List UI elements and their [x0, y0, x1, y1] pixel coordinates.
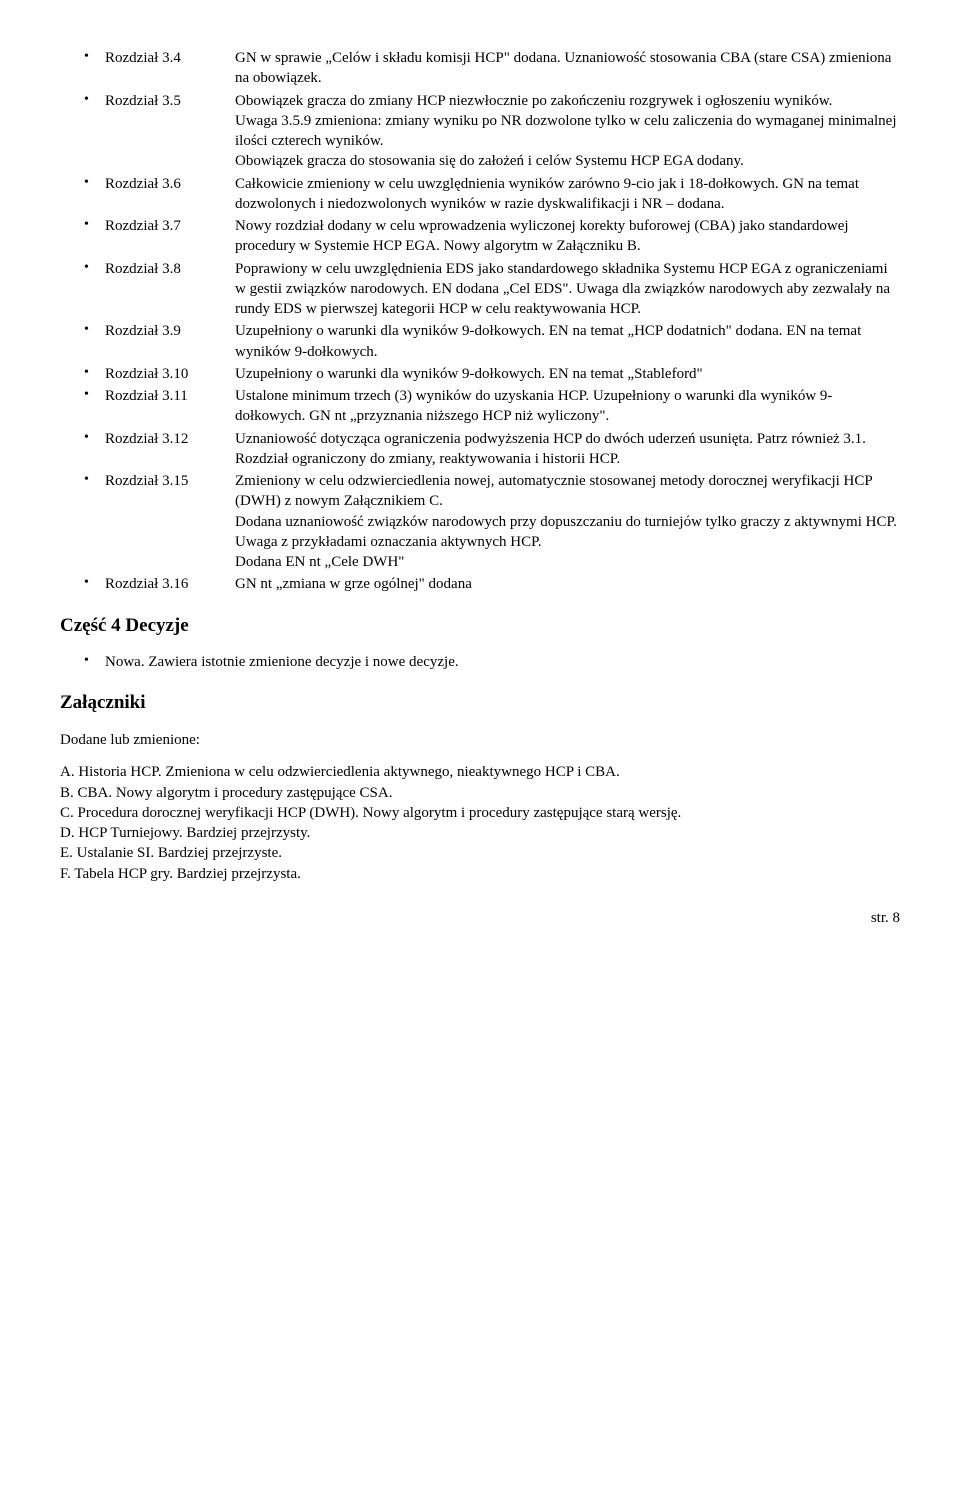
rozdzial-label: Rozdział 3.16 [105, 574, 235, 594]
list-item: Rozdział 3.10Uzupełniony o warunki dla w… [60, 364, 900, 384]
list-item: Rozdział 3.5Obowiązek gracza do zmiany H… [60, 91, 900, 172]
rozdzial-label: Rozdział 3.10 [105, 364, 235, 384]
list-item: Rozdział 3.6Całkowicie zmieniony w celu … [60, 174, 900, 215]
list-item: A. Historia HCP. Zmieniona w celu odzwie… [60, 762, 900, 782]
attachments-list: A. Historia HCP. Zmieniona w celu odzwie… [60, 762, 900, 884]
rozdzial-text: Uzupełniony o warunki dla wyników 9-dołk… [235, 364, 900, 384]
attachments-intro: Dodane lub zmienione: [60, 730, 900, 750]
rozdzial-text: Zmieniony w celu odzwierciedlenia nowej,… [235, 471, 900, 572]
rozdzial-text: GN nt „zmiana w grze ogólnej" dodana [235, 574, 900, 594]
list-item: E. Ustalanie SI. Bardziej przejrzyste. [60, 843, 900, 863]
rozdzial-text: Uznaniowość dotycząca ograniczenia podwy… [235, 429, 900, 470]
section-4-heading: Część 4 Decyzje [60, 613, 900, 639]
section-4-list: Nowa. Zawiera istotnie zmienione decyzje… [60, 652, 900, 672]
list-item: D. HCP Turniejowy. Bardziej przejrzysty. [60, 823, 900, 843]
list-item: Rozdział 3.9Uzupełniony o warunki dla wy… [60, 321, 900, 362]
list-item: F. Tabela HCP gry. Bardziej przejrzysta. [60, 864, 900, 884]
list-item: Rozdział 3.11Ustalone minimum trzech (3)… [60, 386, 900, 427]
rozdzial-label: Rozdział 3.7 [105, 216, 235, 236]
rozdzial-label: Rozdział 3.9 [105, 321, 235, 341]
list-item: Rozdział 3.15Zmieniony w celu odzwiercie… [60, 471, 900, 572]
rozdzial-text: Całkowicie zmieniony w celu uwzględnieni… [235, 174, 900, 215]
list-item: C. Procedura dorocznej weryfikacji HCP (… [60, 803, 900, 823]
list-item: B. CBA. Nowy algorytm i procedury zastęp… [60, 783, 900, 803]
rozdzial-text: Obowiązek gracza do zmiany HCP niezwłocz… [235, 91, 900, 172]
rozdzial-label: Rozdział 3.8 [105, 259, 235, 279]
rozdzial-label: Rozdział 3.4 [105, 48, 235, 68]
attachments-heading: Załączniki [60, 690, 900, 716]
list-item: Rozdział 3.16GN nt „zmiana w grze ogólne… [60, 574, 900, 594]
rozdzial-label: Rozdział 3.6 [105, 174, 235, 194]
rozdzial-label: Rozdział 3.15 [105, 471, 235, 491]
list-item: Rozdział 3.7Nowy rozdział dodany w celu … [60, 216, 900, 257]
rozdzial-label: Rozdział 3.5 [105, 91, 235, 111]
rozdzial-label: Rozdział 3.12 [105, 429, 235, 449]
list-item: Rozdział 3.12Uznaniowość dotycząca ogran… [60, 429, 900, 470]
page-number: str. 8 [60, 908, 900, 928]
rozdzial-list: Rozdział 3.4GN w sprawie „Celów i składu… [60, 48, 900, 595]
rozdzial-text: Nowy rozdział dodany w celu wprowadzenia… [235, 216, 900, 257]
list-item: Nowa. Zawiera istotnie zmienione decyzje… [60, 652, 900, 672]
rozdzial-text: Poprawiony w celu uwzględnienia EDS jako… [235, 259, 900, 320]
list-item: Rozdział 3.4GN w sprawie „Celów i składu… [60, 48, 900, 89]
rozdzial-label: Rozdział 3.11 [105, 386, 235, 406]
rozdzial-text: Ustalone minimum trzech (3) wyników do u… [235, 386, 900, 427]
rozdzial-text: Uzupełniony o warunki dla wyników 9-dołk… [235, 321, 900, 362]
rozdzial-text: GN w sprawie „Celów i składu komisji HCP… [235, 48, 900, 89]
list-item: Rozdział 3.8Poprawiony w celu uwzględnie… [60, 259, 900, 320]
